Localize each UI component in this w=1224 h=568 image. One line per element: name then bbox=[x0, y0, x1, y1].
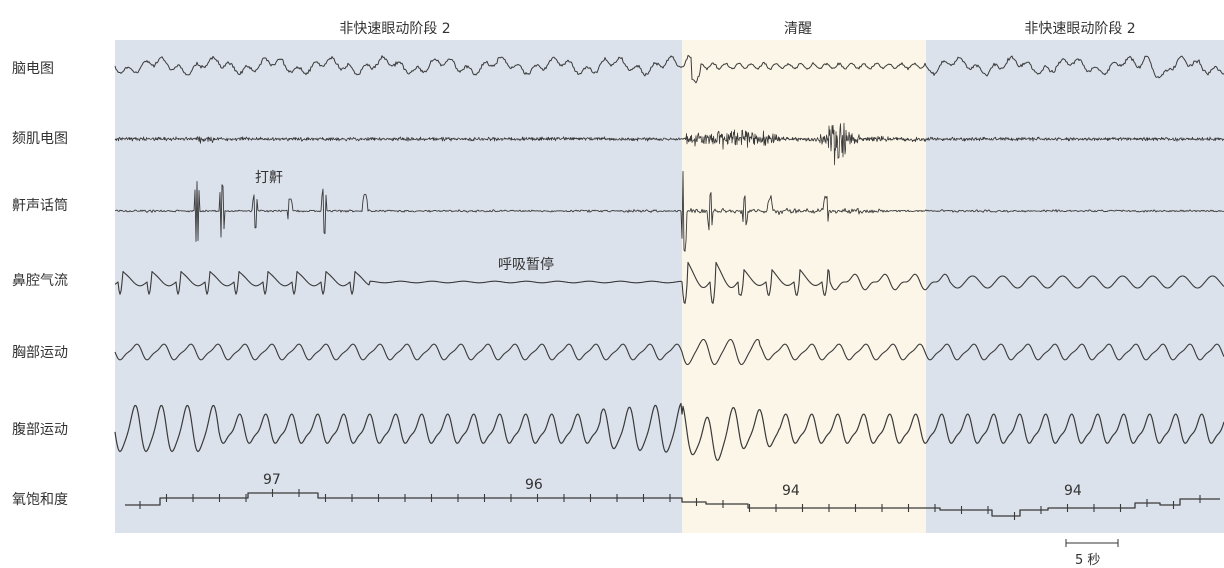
channel-label-spo2: 氧饱和度 bbox=[12, 492, 68, 508]
chest-effort-trace bbox=[114, 338, 1224, 366]
channel-label-chest: 胸部运动 bbox=[12, 345, 68, 361]
eeg-trace bbox=[114, 55, 1224, 84]
channel-label-nasal-flow: 鼻腔气流 bbox=[12, 273, 68, 289]
snore-mic-trace bbox=[114, 170, 1224, 252]
channel-label-chin-emg: 颏肌电图 bbox=[12, 131, 68, 147]
nasal-airflow-trace bbox=[114, 261, 1224, 304]
abdominal-effort-trace bbox=[114, 402, 1224, 461]
annotation-snore: 打鼾 bbox=[255, 170, 283, 186]
channel-label-eeg: 脑电图 bbox=[12, 61, 54, 77]
stage-band bbox=[682, 40, 926, 533]
spo2-value: 97 bbox=[263, 472, 281, 488]
stage-label-wake: 清醒 bbox=[784, 21, 812, 37]
stage-band bbox=[115, 40, 682, 533]
channel-label-snore-mic: 鼾声话筒 bbox=[12, 198, 68, 214]
spo2-value: 94 bbox=[1064, 483, 1082, 499]
spo2-value: 96 bbox=[525, 477, 543, 493]
scale-bar-label: 5 秒 bbox=[1075, 553, 1101, 568]
channel-label-abdomen: 腹部运动 bbox=[12, 422, 68, 438]
chin-emg-trace bbox=[114, 122, 1224, 166]
stage-band bbox=[926, 40, 1224, 533]
stage-label-nrem-2: 非快速眼动阶段 2 bbox=[1024, 21, 1136, 37]
stage-label-nrem-1: 非快速眼动阶段 2 bbox=[339, 21, 451, 37]
annotation-apnea: 呼吸暂停 bbox=[498, 257, 554, 273]
spo2-value: 94 bbox=[782, 483, 800, 499]
